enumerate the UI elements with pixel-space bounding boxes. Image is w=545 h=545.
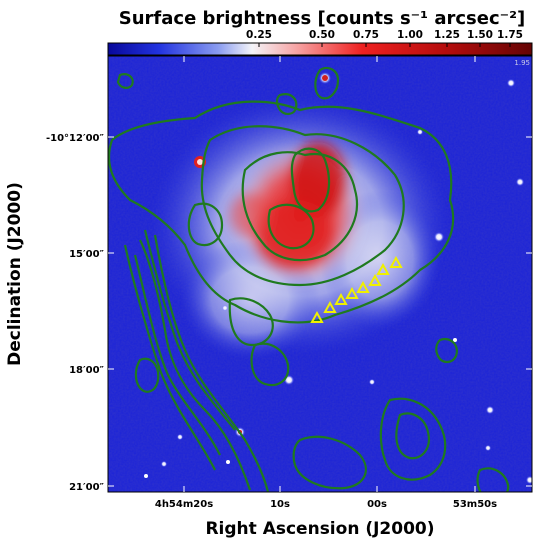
colorbar-corner-label: 1.95 bbox=[514, 59, 530, 67]
colorbar-tick: 1.75 bbox=[497, 29, 523, 41]
triangle-marker bbox=[376, 262, 390, 275]
image-frame bbox=[107, 55, 533, 493]
triangle-markers bbox=[310, 255, 403, 323]
colorbar bbox=[107, 42, 533, 56]
colorbar-tick: 0.75 bbox=[353, 29, 379, 41]
x-tick-label: 53m50s bbox=[453, 499, 497, 510]
colorbar-tick: 1.25 bbox=[434, 29, 460, 41]
triangle-marker bbox=[356, 280, 370, 293]
triangle-marker bbox=[368, 273, 382, 286]
colorbar-tick-marks bbox=[258, 43, 511, 47]
y-tick-label: 18′00″ bbox=[69, 365, 104, 376]
triangle-marker bbox=[389, 255, 403, 268]
axis-tick-marks bbox=[108, 56, 532, 492]
triangle-marker bbox=[310, 310, 324, 323]
y-tick-label: 15′00″ bbox=[69, 249, 104, 260]
colorbar-tick: 1.00 bbox=[397, 29, 423, 41]
x-tick-labels: 4h54m20s 10s 00s 53m50s bbox=[155, 499, 497, 510]
colorbar-tick: 1.50 bbox=[467, 29, 493, 41]
colorbar-tick: 0.50 bbox=[309, 29, 335, 41]
x-tick-label: 4h54m20s bbox=[155, 499, 213, 510]
colorbar-title: Surface brightness [counts s⁻¹ arcsec⁻²] bbox=[119, 8, 525, 29]
x-axis-label: Right Ascension (J2000) bbox=[205, 519, 434, 539]
xray-image: 1.95 bbox=[108, 56, 532, 492]
x-tick-label: 10s bbox=[270, 499, 290, 510]
triangle-marker bbox=[345, 286, 359, 299]
radio-contours bbox=[108, 66, 510, 492]
y-tick-label: -10°12′00″ bbox=[46, 133, 105, 144]
triangle-marker bbox=[334, 292, 348, 305]
x-tick-label: 00s bbox=[367, 499, 387, 510]
y-axis-label: Declination (J2000) bbox=[5, 182, 25, 366]
y-tick-labels: -10°12′00″ 15′00″ 18′00″ 21′00″ bbox=[46, 133, 105, 493]
triangle-marker bbox=[323, 300, 337, 313]
colorbar-ticks: 0.25 0.50 0.75 1.00 1.25 1.50 1.75 bbox=[246, 29, 523, 41]
colorbar-tick: 0.25 bbox=[246, 29, 272, 41]
y-tick-label: 21′00″ bbox=[69, 482, 104, 493]
